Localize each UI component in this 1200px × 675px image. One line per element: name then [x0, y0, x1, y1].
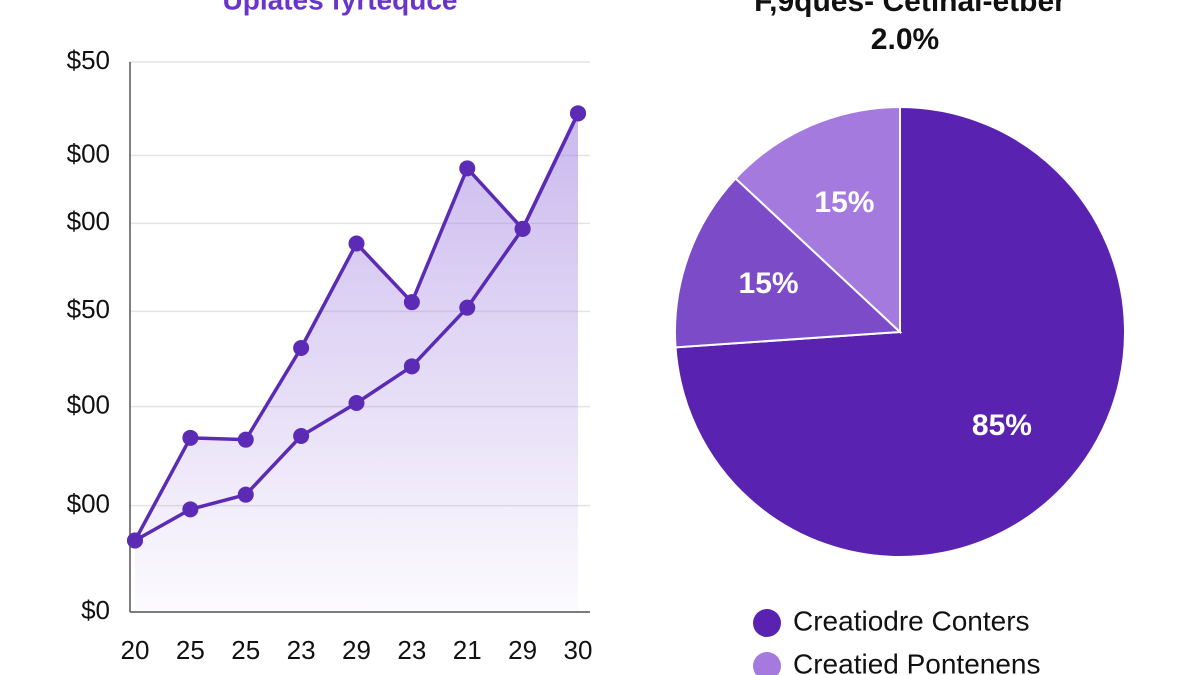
point: [459, 299, 476, 316]
slice-label: 15%: [739, 267, 799, 300]
x-tick-label: 29: [342, 635, 371, 665]
point: [459, 160, 476, 177]
point: [127, 532, 143, 549]
legend-label: Creatiodre Conters: [793, 605, 1030, 636]
y-tick-label: $0: [81, 595, 110, 625]
pie-chart-title: F,9ques- Cetinal-etber: [754, 0, 1066, 18]
slice-label: 15%: [814, 186, 874, 219]
point: [403, 294, 420, 311]
y-tick-label: $50: [67, 45, 110, 75]
point: [570, 105, 586, 122]
point: [293, 340, 310, 356]
area: [135, 113, 578, 612]
slice-label: 85%: [972, 409, 1032, 442]
x-tick-label: 23: [287, 635, 316, 665]
point: [293, 428, 310, 444]
y-tick-label: $00: [67, 390, 110, 420]
point: [182, 501, 199, 518]
x-tick-label: 25: [176, 635, 205, 665]
legend-label: Creatied Pontenens: [793, 648, 1041, 675]
x-tick-label: 21: [453, 635, 482, 665]
point: [182, 429, 199, 446]
line-chart-title: Uplates fyrteqúce: [223, 0, 458, 15]
y-tick-label: $00: [67, 138, 110, 168]
legend-swatch: [753, 652, 781, 675]
point: [403, 358, 420, 375]
x-tick-label: 20: [121, 635, 150, 665]
y-tick-label: $00: [67, 489, 110, 519]
x-tick-label: 30: [564, 635, 593, 665]
point: [237, 486, 254, 503]
pie-chart-subtitle: 2.0%: [871, 23, 939, 56]
pie-slice: [674, 177, 903, 349]
pie-slice: [734, 105, 901, 335]
point: [348, 235, 365, 252]
legend-swatch: [753, 609, 781, 637]
y-tick-label: $50: [67, 294, 110, 324]
point: [237, 431, 254, 448]
x-tick-label: 29: [508, 635, 537, 665]
point: [514, 220, 531, 237]
x-tick-label: 25: [231, 635, 260, 665]
y-tick-label: $00: [67, 206, 110, 236]
x-tick-label: 23: [397, 635, 426, 665]
point: [348, 395, 365, 411]
